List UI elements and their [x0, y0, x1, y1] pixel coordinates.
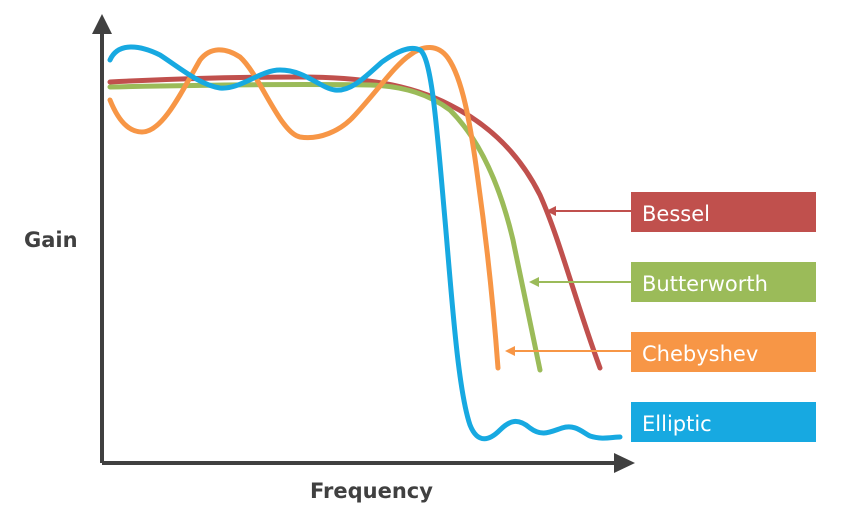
- y-axis-arrow: [92, 14, 112, 34]
- curve-butterworth: [107, 82, 543, 373]
- legend-label-bessel: Bessel: [642, 202, 710, 226]
- callout-arrows: [505, 206, 631, 356]
- legend-label-butterworth: Butterworth: [642, 272, 768, 296]
- legend-label-chebyshev: Chebyshev: [642, 342, 758, 366]
- legend-item-chebyshev: Chebyshev: [631, 332, 816, 372]
- legend-swatch-chebyshev: [631, 332, 816, 372]
- callout-butterworth-arrowhead: [529, 277, 539, 287]
- curve-elliptic: [107, 44, 623, 442]
- y-axis-label: Gain: [24, 228, 78, 252]
- legend-item-bessel: Bessel: [631, 192, 816, 232]
- legend-swatch-elliptic: [631, 402, 816, 442]
- legend-swatch-bessel: [631, 192, 816, 232]
- legend-item-butterworth: Butterworth: [631, 262, 816, 302]
- legend-label-elliptic: Elliptic: [642, 412, 712, 436]
- axes: Gain Frequency: [24, 14, 635, 503]
- x-axis-arrow: [614, 453, 635, 473]
- curve-chebyshev: [107, 45, 501, 371]
- callout-chebyshev-arrowhead: [505, 346, 515, 356]
- x-axis-label: Frequency: [310, 479, 433, 503]
- callout-bessel-arrowhead: [546, 206, 556, 216]
- legend-swatch-butterworth: [631, 262, 816, 302]
- legend: Bessel Butterworth Chebyshev Elliptic: [631, 192, 816, 442]
- legend-item-elliptic: Elliptic: [631, 402, 816, 442]
- curve-bessel: [107, 74, 603, 371]
- response-curves: [107, 44, 623, 442]
